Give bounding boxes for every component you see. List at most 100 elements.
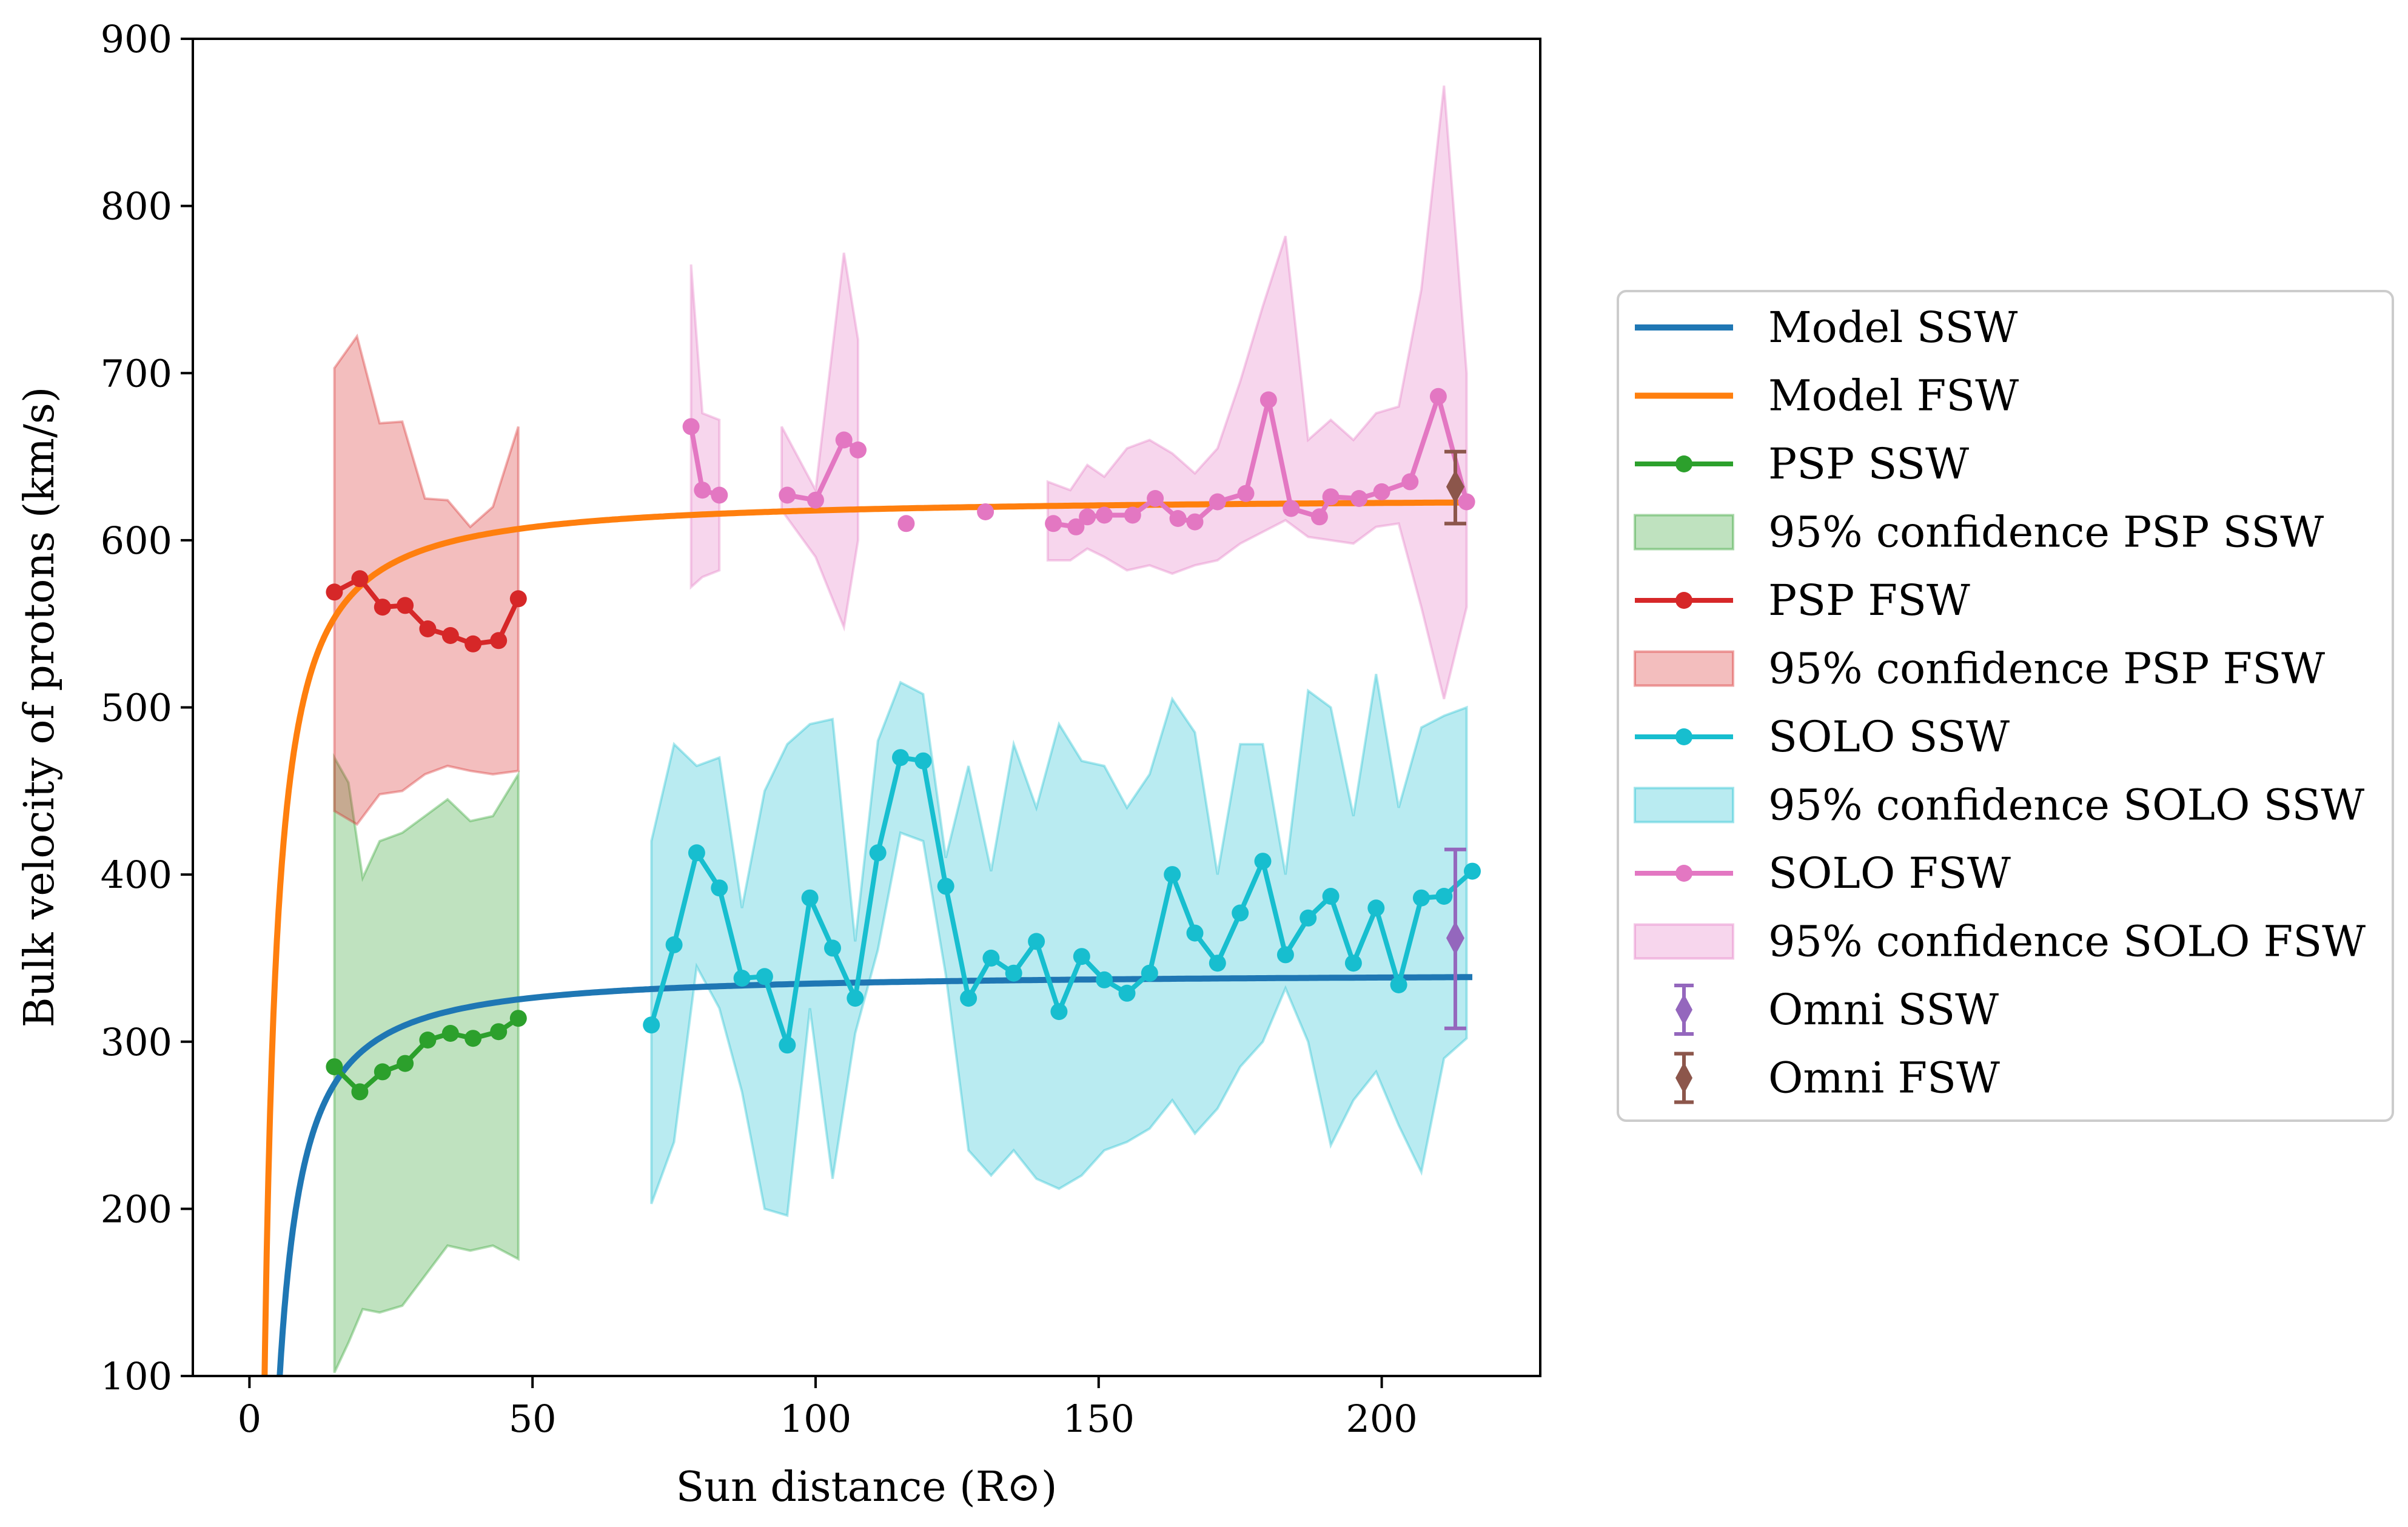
solo-ssw-point (1367, 899, 1385, 917)
solo-fsw-point (1322, 488, 1340, 506)
omni-fsw-errorbar (1444, 449, 1466, 526)
legend-label: Model SSW (1768, 303, 2017, 352)
solo-ssw-point (1344, 955, 1362, 972)
x-axis-label: Sun distance (R⊙) (676, 1463, 1058, 1511)
psp-fsw-point (351, 570, 369, 588)
psp-ssw-point (509, 1010, 527, 1027)
psp-fsw-point (441, 627, 459, 644)
95pct-confidence-solo-fsw-band-0 (689, 264, 721, 590)
legend-item-95pct-confidence-solo-ssw: 95% confidence SOLO SSW (1634, 780, 2364, 830)
solo-ssw-point (937, 878, 954, 895)
solo-fsw-point (1067, 518, 1085, 535)
95pct-confidence-solo-fsw-band-2 (1046, 85, 1468, 700)
legend-swatch-marker (1675, 728, 1692, 745)
omni-errorbars (1444, 449, 1466, 1030)
legend-box (1617, 290, 2394, 1122)
legend-label: Omni SSW (1768, 985, 1999, 1035)
solo-fsw-point (1079, 508, 1096, 526)
solo-ssw-point (643, 1016, 660, 1034)
psp-ssw-point (490, 1023, 508, 1041)
solo-fsw-point (1310, 508, 1328, 526)
solo-ssw-point (982, 949, 1000, 967)
solo-ssw-point (1464, 862, 1481, 880)
solo-ssw-point (1096, 971, 1113, 988)
legend-item-solo-fsw: SOLO FSW (1635, 848, 2011, 898)
solo-fsw-point (1096, 506, 1113, 524)
solo-ssw-point (1390, 976, 1407, 993)
solo-ssw-point (960, 990, 978, 1007)
y-tick-label: 900 (101, 17, 172, 61)
solo-fsw-point (1458, 493, 1475, 511)
psp-ssw-point (464, 1030, 482, 1047)
solo-fsw-point (1147, 490, 1164, 507)
solo-ssw-point (1141, 964, 1158, 982)
solo-ssw-point (1073, 948, 1090, 965)
psp-ssw-point (419, 1032, 437, 1049)
solo-ssw-point (1209, 955, 1226, 972)
omni-ssw-marker (1446, 921, 1464, 955)
omni-ssw-errorbar (1444, 847, 1466, 1030)
legend-label: SOLO SSW (1768, 712, 2010, 762)
legend-swatch-marker (1675, 455, 1692, 472)
legend-item-95pct-confidence-psp-ssw: 95% confidence PSP SSW (1634, 508, 2324, 557)
solo-fsw-point (1045, 515, 1062, 532)
x-tick-label: 150 (1063, 1397, 1135, 1441)
y-tick-label: 100 (101, 1354, 172, 1398)
legend-item-psp-ssw: PSP SSW (1635, 439, 1969, 489)
legend-label: 95% confidence PSP SSW (1768, 508, 2324, 557)
solo-fsw-point (1401, 473, 1419, 491)
legend-label: Model FSW (1768, 371, 2019, 421)
legend-label: SOLO FSW (1768, 848, 2011, 898)
solo-fsw-point (711, 486, 728, 504)
psp-fsw-point (464, 635, 482, 653)
solo-ssw-point (1300, 909, 1317, 927)
y-tick-label: 300 (101, 1020, 172, 1064)
psp-fsw-point (419, 620, 437, 637)
legend: Model SSW Model FSW PSP SSW 95% confidence … (1617, 290, 2394, 1122)
psp-ssw-point (374, 1063, 391, 1081)
solo-fsw-point (1283, 500, 1300, 517)
y-axis: 100 200 300 400 500 600 700 800 900 (101, 17, 193, 1398)
x-axis: 0 50 100 150 200 (238, 1376, 1418, 1441)
solo-ssw-point (1276, 946, 1294, 964)
solo-ssw-point (779, 1036, 796, 1054)
solo-fsw-point (807, 491, 824, 509)
solo-ssw-point (824, 939, 841, 957)
solo-fsw-point (1186, 513, 1204, 531)
confidence-bands (333, 85, 1468, 1374)
legend-item-omni-fsw: Omni FSW (1674, 1052, 2000, 1104)
data-series (326, 388, 1481, 1101)
y-tick-label: 700 (101, 351, 172, 395)
legend-item-95pct-confidence-solo-fsw: 95% confidence SOLO FSW (1634, 917, 2366, 967)
solo-ssw-point (1254, 853, 1272, 870)
legend-swatch-marker (1675, 592, 1692, 609)
solo-ssw-point (1435, 888, 1453, 905)
solo-ssw-point (1412, 889, 1430, 907)
omni-fsw-marker (1446, 469, 1464, 504)
solo-ssw-point (1232, 904, 1249, 922)
solo-ssw-point (801, 889, 819, 907)
solo-ssw-point (1164, 866, 1181, 884)
legend-label: PSP SSW (1768, 439, 1969, 489)
psp-fsw-point (509, 590, 527, 608)
model-curves (261, 499, 1473, 1376)
psp-ssw-point (351, 1083, 369, 1101)
legend-item-solo-ssw: SOLO SSW (1635, 712, 2010, 762)
legend-swatch-marker (1675, 865, 1692, 882)
legend-swatch (1675, 994, 1692, 1025)
solo-fsw-point (897, 515, 915, 532)
x-tick-label: 200 (1346, 1397, 1417, 1441)
solo-ssw-point (1028, 933, 1045, 950)
legend-label: 95% confidence PSP FSW (1768, 644, 2325, 694)
solo-fsw-point (1259, 391, 1277, 409)
y-axis-label: Bulk velocity of protons (km/s) (16, 387, 64, 1028)
model-ssw-curve (277, 974, 1473, 1376)
solo-ssw-point (1322, 888, 1340, 905)
solo-ssw-point (1186, 924, 1204, 942)
solo-ssw-point (847, 990, 864, 1007)
95pct-confidence-solo-fsw-band-1 (780, 252, 859, 632)
legend-swatch (1634, 514, 1734, 551)
y-tick-label: 500 (101, 686, 172, 730)
solo-ssw-point (1118, 984, 1136, 1002)
